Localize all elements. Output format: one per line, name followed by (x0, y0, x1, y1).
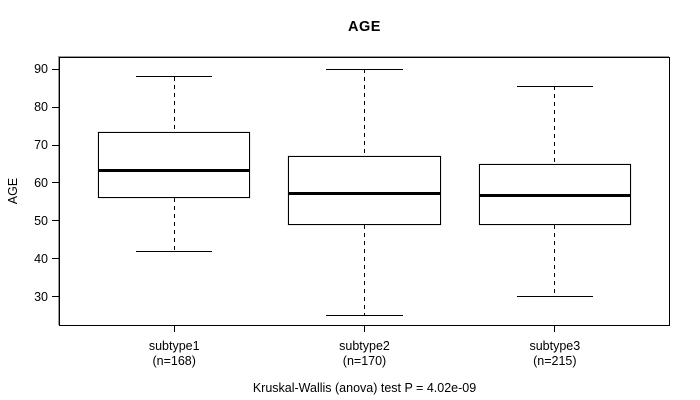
y-axis-tick (52, 296, 59, 298)
median-line (289, 191, 440, 195)
lower-whisker-stem (554, 224, 556, 297)
group-name: subtype1 (148, 339, 200, 353)
y-axis-tick (52, 220, 59, 222)
y-axis-tick (52, 258, 59, 260)
y-axis-tick-label: 30 (34, 289, 48, 304)
y-axis-tick-label: 60 (34, 175, 48, 190)
iqr-box-subtype2 (288, 156, 441, 225)
median-line (479, 193, 630, 197)
y-axis-tick-label: 50 (34, 213, 48, 228)
stat-test-caption: Kruskal-Wallis (anova) test P = 4.02e-09 (252, 381, 477, 395)
upper-whisker-cap (136, 76, 213, 78)
x-axis-tick (554, 326, 556, 332)
y-axis-tick-label: 90 (34, 62, 48, 77)
upper-whisker-stem (364, 69, 365, 157)
upper-whisker-stem (554, 86, 556, 165)
y-axis-tick (52, 182, 59, 184)
lower-whisker-stem (364, 224, 365, 316)
y-axis-tick (52, 144, 59, 146)
lower-whisker-cap (136, 250, 213, 252)
x-axis-tick (364, 326, 365, 332)
y-axis-tick (52, 106, 59, 108)
y-axis-tick (52, 68, 59, 70)
group-count: (n=170) (342, 354, 387, 368)
chart-title: AGE (348, 19, 381, 35)
y-axis-tick-label: 80 (34, 100, 48, 115)
iqr-box-subtype1 (98, 131, 251, 199)
group-name: subtype2 (339, 339, 390, 353)
upper-whisker-cap (326, 68, 403, 70)
lower-whisker-cap (516, 296, 593, 298)
lower-whisker-stem (173, 198, 175, 252)
upper-whisker-cap (516, 85, 593, 87)
group-label-subtype1: subtype1 (n=168) (104, 339, 244, 369)
plot-area: 30 40 50 60 70 80 90 subtype1 (n=168) subtype2 (n=… (34, 57, 670, 368)
group-name: subtype3 (529, 339, 581, 353)
x-axis-tick (173, 326, 175, 332)
lower-whisker-cap (326, 315, 403, 317)
median-line (99, 169, 250, 173)
iqr-box-subtype3 (478, 164, 631, 225)
y-axis-tick-label: 70 (34, 138, 48, 153)
group-count: (n=215) (533, 354, 577, 368)
group-count: (n=168) (152, 354, 196, 368)
y-axis-tick-label: 40 (34, 251, 48, 266)
upper-whisker-stem (173, 76, 175, 132)
group-label-subtype3: subtype3 (n=215) (485, 339, 625, 369)
group-label-subtype2: subtype2 (n=170) (295, 339, 435, 369)
